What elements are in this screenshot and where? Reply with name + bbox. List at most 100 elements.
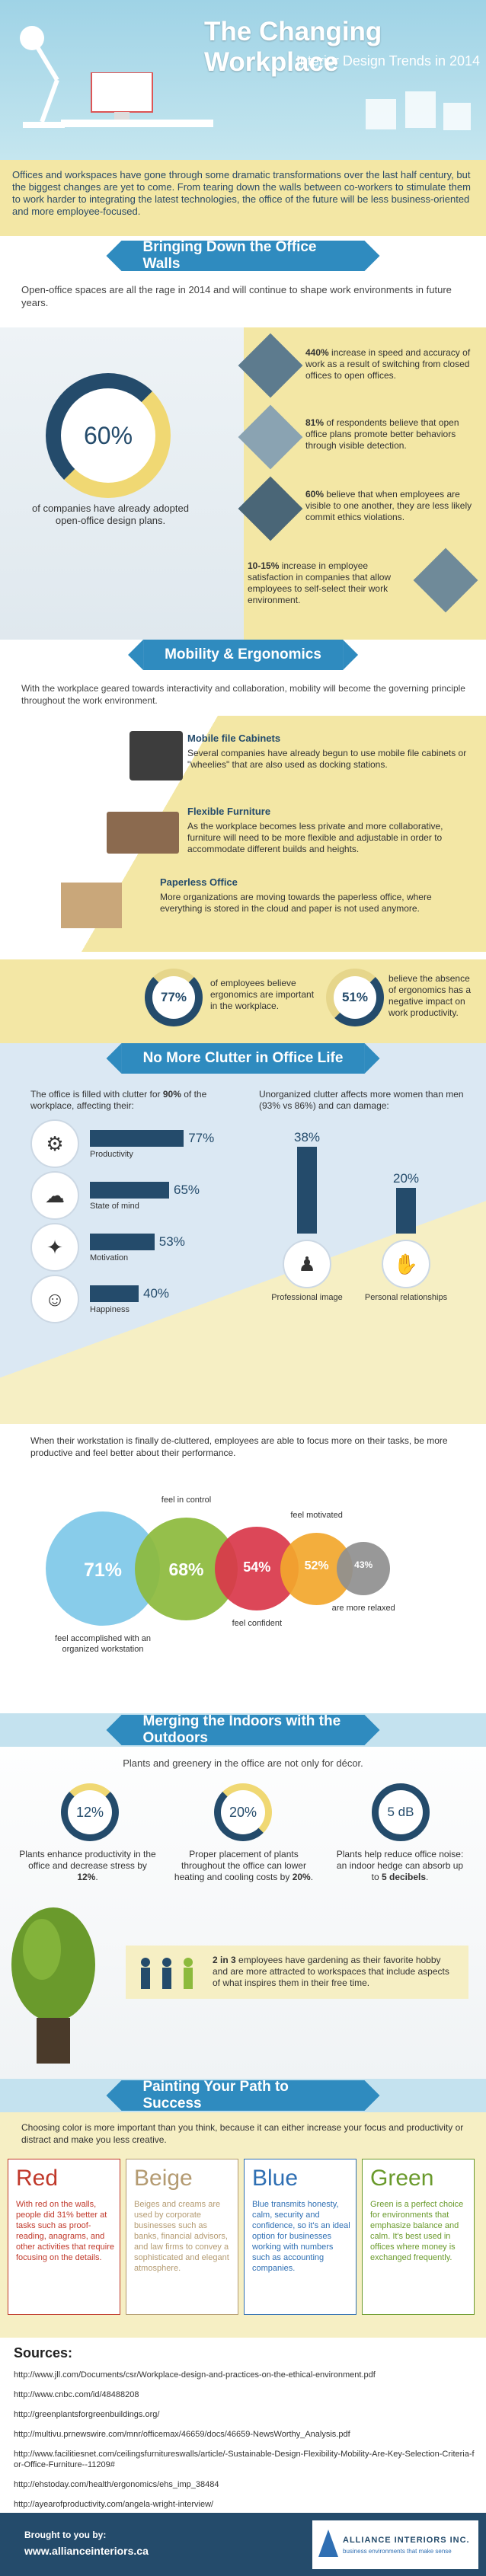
outdoors-heading: Merging the Indoors with the Outdoors [106, 1713, 380, 1746]
decorative-icons [358, 84, 480, 145]
clutter-bar [90, 1182, 169, 1199]
declutter-bubble-value: 68% [168, 1559, 204, 1579]
ergo-ring-value: 51% [341, 990, 369, 1004]
company-logo: ALLIANCE INTERIORS INC. business environ… [312, 2520, 478, 2569]
mobility-item: Mobile file Cabinets Several companies h… [0, 723, 486, 792]
source-link[interactable]: http://greenplantsforgreenbuildings.org/ [14, 2410, 160, 2419]
ergonomics-stats: 77% of employees believe ergonomics are … [0, 959, 486, 1043]
plant-stat-text-part: . [310, 1872, 314, 1882]
color-section: Painting Your Path to Success Choosing c… [0, 2079, 486, 2338]
mobility-banner: Mobility & Ergonomics [0, 640, 486, 670]
gardening-box: 2 in 3 employees have gardening as their… [126, 1946, 468, 1999]
ergo-stat-text: of employees believe ergonomics are impo… [210, 978, 315, 1011]
clutter-bar [90, 1234, 155, 1250]
walls-ring-value: 60% [83, 421, 133, 449]
clutter-bar-value: 53% [158, 1234, 185, 1249]
color-cards: Red With red on the walls, people did 31%… [8, 2159, 478, 2319]
source-link[interactable]: http://www.cnbc.com/id/48488208 [14, 2390, 139, 2399]
clutter-heading: No More Clutter in Office Life [106, 1043, 380, 1074]
declutter-bubble [337, 1542, 391, 1595]
brain-icon: ☁ [30, 1171, 79, 1220]
walls-ring: 60% [46, 373, 171, 498]
sources-heading: Sources: [14, 2345, 73, 2361]
mobility-section: Mobility & Ergonomics With the workplace… [0, 640, 486, 959]
clutter-bar-value: 77% [188, 1131, 215, 1145]
clutter-bar [90, 1130, 184, 1147]
header-section: The Changing Workplace Interior Design T… [0, 0, 486, 160]
declutter-bubble-label: feel motivated [290, 1510, 343, 1520]
desk-icon [107, 812, 179, 854]
sources-list: http://www.jll.com/Documents/csr/Workpla… [14, 2370, 478, 2519]
color-card-title: Beige [134, 2166, 193, 2191]
color-intro: Choosing color is more important than yo… [21, 2122, 464, 2145]
walls-intro: Open-office spaces are all the rage in 2… [21, 284, 452, 308]
color-card-text: Green is a perfect choice for environmen… [370, 2200, 464, 2262]
office-photo-icon [238, 476, 303, 541]
mobility-item-title: Mobile file Cabinets [187, 733, 281, 744]
file-cabinet-icon [129, 731, 183, 780]
clutter-bar-label: Productivity [90, 1150, 133, 1159]
color-card: Red With red on the walls, people did 31%… [8, 2159, 120, 2315]
color-card-text: Beiges and creams are used by corporate … [134, 2200, 229, 2273]
declutter-bubble-value: 43% [354, 1559, 373, 1570]
mobility-item-title: Flexible Furniture [187, 806, 271, 817]
color-banner: Painting Your Path to Success [0, 2079, 486, 2112]
declutter-bubble-value: 71% [83, 1559, 123, 1581]
declutter-bubble-label: are more relaxed [331, 1604, 395, 1613]
gardening-text-part: employees have gardening as their favori… [213, 1955, 449, 1988]
declutter-section: When their workstation is finally de-clu… [0, 1424, 486, 1713]
outdoors-section: Merging the Indoors with the Outdoors Pl… [0, 1713, 486, 2079]
plant-stat-bold: 20% [292, 1872, 311, 1882]
sources-section: Sources: http://www.jll.com/Documents/cs… [0, 2338, 486, 2513]
walls-stat-text: of respondents believe that open office … [305, 417, 459, 451]
clutter-bar-label: Happiness [90, 1305, 129, 1314]
walls-banner: Bringing Down the Office Walls [0, 239, 486, 272]
ergo-ring-51: 51% [326, 969, 384, 1026]
gears-icon: ⚙ [30, 1119, 79, 1168]
source-link[interactable]: http://ehstoday.com/health/ergonomics/eh… [14, 2480, 219, 2489]
source-link[interactable]: http://www.jll.com/Documents/csr/Workpla… [14, 2370, 376, 2380]
source-link[interactable]: http://www.facilitiesnet.com/ceilingsfur… [14, 2450, 475, 2469]
smiley-icon: ☺ [30, 1275, 79, 1323]
footer-url[interactable]: www.allianceinteriors.ca [24, 2545, 149, 2557]
plant-stat-text-part: Plants enhance productivity in the offic… [19, 1849, 156, 1871]
plant-stat-value: 12% [75, 1804, 104, 1820]
clutter-col-value: 38% [293, 1130, 321, 1144]
lightbulb-icon: ✦ [30, 1223, 79, 1272]
mobility-intro: With the workplace geared towards intera… [21, 683, 465, 706]
color-card-title: Blue [252, 2166, 299, 2191]
color-card: Beige Beiges and creams are used by corpo… [126, 2159, 238, 2315]
mobility-item-text: Several companies have already begun to … [187, 748, 467, 770]
outdoors-banner: Merging the Indoors with the Outdoors [0, 1713, 486, 1746]
ergo-stat-text: believe the absence of ergonomics has a … [388, 973, 472, 1018]
clutter-col [396, 1188, 416, 1234]
clutter-bar-label: Motivation [90, 1253, 129, 1262]
clutter-bar-value: 65% [174, 1183, 200, 1197]
clutter-banner: No More Clutter in Office Life [0, 1043, 486, 1074]
declutter-intro: When their workstation is finally de-clu… [30, 1435, 448, 1458]
walls-stat: 60% believe that when employees are visi… [238, 476, 484, 544]
walls-stat-value: 440% [305, 347, 329, 358]
desk-lamp-icon [15, 8, 76, 129]
page-subtitle: Interior Design Trends in 2014 [296, 53, 480, 69]
logo-tagline: business environments that make sense [343, 2548, 452, 2555]
walls-stat-value: 60% [305, 489, 325, 500]
color-card-title: Red [16, 2166, 59, 2191]
ergo-ring-value: 77% [160, 990, 187, 1004]
mobility-item-text: As the workplace becomes less private an… [187, 821, 443, 854]
color-card-title: Green [370, 2166, 434, 2191]
plant-stat-text-part: Proper placement of plants throughout th… [174, 1849, 306, 1882]
outdoors-intro: Plants and greenery in the office are no… [123, 1757, 363, 1769]
plant-stat-bold: 12% [77, 1872, 96, 1882]
mobility-heading: Mobility & Ergonomics [128, 640, 358, 670]
desk-illustration [61, 72, 213, 129]
potted-plant-icon [8, 1904, 99, 2071]
office-photo-icon [413, 547, 478, 613]
source-link[interactable]: http://ayearofproductivity.com/angela-wr… [14, 2500, 214, 2509]
clutter-left-intro: The office is filled with clutter for 90… [30, 1089, 229, 1112]
plant-stat-value: 20% [229, 1804, 257, 1820]
walls-heading: Bringing Down the Office Walls [106, 239, 380, 272]
office-photo-icon [238, 333, 303, 398]
source-link[interactable]: http://multivu.prnewswire.com/mnr/office… [14, 2430, 350, 2439]
declutter-bubble-value: 52% [304, 1559, 329, 1572]
